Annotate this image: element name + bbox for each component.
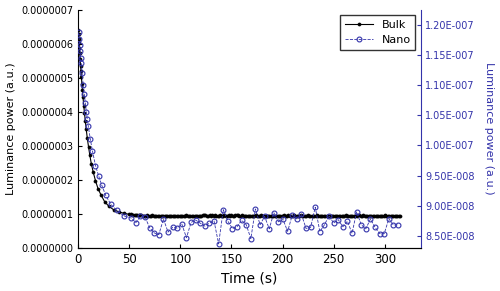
Nano [76, 31, 82, 34]
Bulk [376, 214, 382, 217]
Nano [395, 223, 401, 227]
Bulk [332, 214, 338, 218]
Bulk [76, 29, 82, 32]
Legend: Bulk, Nano: Bulk, Nano [340, 15, 415, 49]
Line: Nano: Nano [76, 30, 400, 246]
Bulk [340, 214, 346, 217]
Bulk [142, 214, 148, 217]
Bulk [396, 214, 402, 217]
Line: Bulk: Bulk [77, 29, 402, 218]
Nano [262, 215, 268, 218]
X-axis label: Time (s): Time (s) [221, 272, 278, 285]
Bulk [397, 214, 403, 217]
Nano [363, 227, 369, 230]
Nano [303, 227, 309, 230]
Nano [216, 242, 222, 246]
Bulk [334, 214, 340, 218]
Y-axis label: Luminance power (a.u.): Luminance power (a.u.) [484, 63, 494, 195]
Bulk [192, 214, 198, 217]
Nano [234, 225, 240, 228]
Y-axis label: Luminance power (a.u.): Luminance power (a.u.) [6, 63, 16, 195]
Nano [330, 221, 336, 225]
Nano [349, 232, 355, 235]
